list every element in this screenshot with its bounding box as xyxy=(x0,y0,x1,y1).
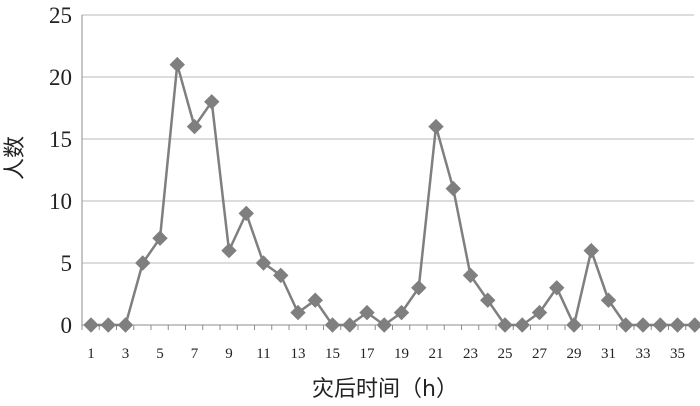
data-point-marker xyxy=(428,118,444,135)
data-point-marker xyxy=(290,304,306,321)
data-point-marker xyxy=(238,205,254,222)
data-point-marker xyxy=(307,292,323,308)
x-tick-labels: 1 3 5 7 9 11 13 15 17 19 21 23 25 27 29 31 33 35 xyxy=(87,346,685,362)
data-point-marker xyxy=(549,280,565,296)
y-tick-label: 0 xyxy=(61,313,73,338)
series-markers xyxy=(83,56,700,333)
data-point-marker xyxy=(273,267,289,284)
x-tick-label: 23 xyxy=(463,346,478,362)
series-line-path xyxy=(91,63,695,327)
data-point-marker xyxy=(687,317,700,333)
x-tick-label: 17 xyxy=(360,346,376,362)
x-tick-label: 31 xyxy=(601,346,616,362)
data-point-marker xyxy=(169,56,185,73)
data-point-marker xyxy=(376,317,392,333)
data-point-marker xyxy=(600,292,617,308)
data-point-marker xyxy=(152,230,168,246)
data-point-marker xyxy=(117,317,134,333)
data-point-marker xyxy=(186,118,203,135)
data-point-marker xyxy=(652,317,668,333)
data-point-marker xyxy=(135,255,151,271)
x-tick-label: 1 xyxy=(87,346,95,362)
data-point-marker xyxy=(411,280,427,296)
data-point-marker xyxy=(100,317,116,333)
y-tick-label: 20 xyxy=(49,65,72,90)
x-tick-label: 5 xyxy=(156,346,164,362)
y-tick-label: 15 xyxy=(49,127,72,152)
data-point-marker xyxy=(255,255,272,271)
data-point-marker xyxy=(83,317,99,333)
data-point-marker xyxy=(566,317,582,333)
y-tick-label: 5 xyxy=(61,251,73,276)
x-tick-label: 7 xyxy=(191,346,199,362)
y-tick-labels: 0 5 10 15 20 25 xyxy=(49,3,72,338)
data-point-marker xyxy=(635,317,651,333)
x-tick-label: 15 xyxy=(325,346,340,362)
x-tick-label: 21 xyxy=(429,346,444,362)
x-tick-label: 13 xyxy=(291,346,306,362)
y-tick-label: 10 xyxy=(49,189,72,214)
x-tick-label: 11 xyxy=(256,346,270,362)
x-tick-label: 19 xyxy=(394,346,409,362)
data-point-marker xyxy=(204,94,220,110)
x-axis-title: 灾后时间（h） xyxy=(312,377,458,402)
data-point-marker xyxy=(462,267,479,284)
x-tick-label: 9 xyxy=(225,346,233,362)
data-point-marker xyxy=(342,317,358,333)
data-point-marker xyxy=(445,180,461,197)
x-tick-label: 29 xyxy=(567,346,582,362)
data-point-marker xyxy=(531,304,548,321)
y-axis-title: 人数 xyxy=(3,136,28,180)
data-point-marker xyxy=(359,304,375,321)
data-point-marker xyxy=(324,317,341,333)
x-tick-label: 27 xyxy=(532,346,548,362)
data-point-marker xyxy=(514,317,530,333)
data-point-marker xyxy=(221,242,237,259)
data-point-marker xyxy=(583,242,599,259)
x-tick-label: 25 xyxy=(498,346,513,362)
y-tick-label: 25 xyxy=(49,3,72,28)
x-tick-label: 3 xyxy=(122,346,130,362)
data-point-marker xyxy=(618,317,634,333)
x-tick-label: 33 xyxy=(636,346,651,362)
data-point-marker xyxy=(480,292,496,308)
series-line xyxy=(91,63,695,327)
data-point-marker xyxy=(393,304,410,321)
x-tick-label: 35 xyxy=(670,346,685,362)
gridlines xyxy=(82,14,694,264)
data-point-marker xyxy=(669,317,686,333)
data-point-marker xyxy=(497,317,513,333)
